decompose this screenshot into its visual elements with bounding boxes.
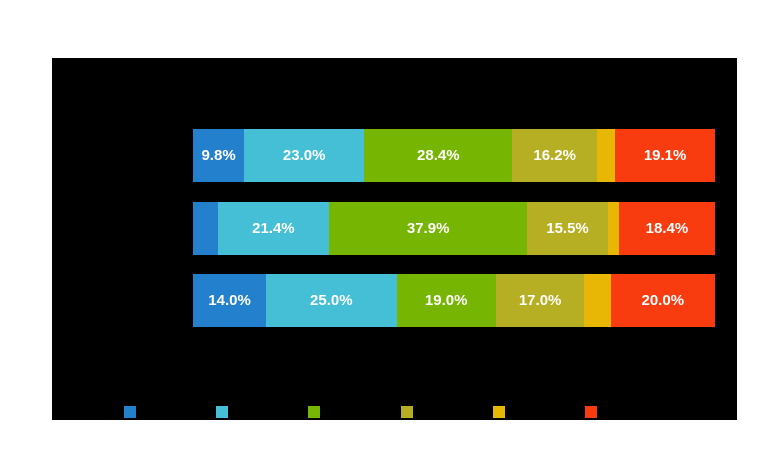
bar-segment-green: 19.0% (396, 274, 496, 327)
bar-row-1: 9.8% 23.0% 28.4% 16.2% 19.1% (193, 129, 715, 182)
bar-segment-gold (607, 202, 619, 255)
segment-label: 20.0% (641, 292, 685, 309)
segment-label: 18.4% (645, 220, 689, 237)
segment-label: 14.0% (208, 292, 251, 309)
bar-segment-green: 28.4% (364, 129, 513, 182)
plot-area: 9.8% 23.0% 28.4% 16.2% 19.1% 21.4% 37.9% 15.5% 1… (52, 58, 737, 420)
segment-label: 9.8% (201, 147, 236, 164)
legend-swatch-orange (585, 406, 597, 418)
segment-label: 23.0% (282, 147, 326, 164)
bar-segment-orange: 19.1% (615, 129, 715, 182)
bar-segment-green: 37.9% (329, 202, 528, 255)
segment-label: 25.0% (310, 292, 353, 309)
legend-swatch-cyan (216, 406, 229, 418)
bar-segment-orange: 20.0% (610, 274, 715, 327)
bar-segment-orange: 18.4% (618, 202, 715, 255)
bar-segment-olive: 15.5% (527, 202, 608, 255)
segment-label: 21.4% (252, 220, 295, 237)
legend-swatch-green (308, 406, 321, 418)
bar-segment-olive: 16.2% (512, 129, 597, 182)
bar-segment-cyan: 25.0% (266, 274, 397, 327)
segment-label: 17.0% (518, 292, 562, 309)
bar-segment-blue: 9.8% (193, 129, 245, 182)
bar-row-2: 21.4% 37.9% 15.5% 18.4% (193, 202, 715, 255)
bar-segment-gold (596, 129, 616, 182)
segment-label: 15.5% (546, 220, 589, 237)
segment-label: 19.1% (643, 147, 687, 164)
legend-swatch-blue (124, 406, 136, 418)
bar-row-3: 14.0% 25.0% 19.0% 17.0% 20.0% (193, 274, 715, 327)
bar-segment-cyan: 23.0% (244, 129, 365, 182)
segment-label: 19.0% (424, 292, 468, 309)
segment-label: 37.9% (406, 220, 450, 237)
bar-segment-blue (193, 202, 218, 255)
bar-segment-cyan: 21.4% (217, 202, 330, 255)
bar-segment-blue: 14.0% (193, 274, 267, 327)
bar-segment-olive: 17.0% (495, 274, 585, 327)
segment-label: 16.2% (533, 147, 576, 164)
legend-swatch-gold (492, 406, 505, 418)
bar-segment-gold (584, 274, 611, 327)
legend-swatch-olive (400, 406, 413, 418)
segment-label: 28.4% (417, 147, 460, 164)
